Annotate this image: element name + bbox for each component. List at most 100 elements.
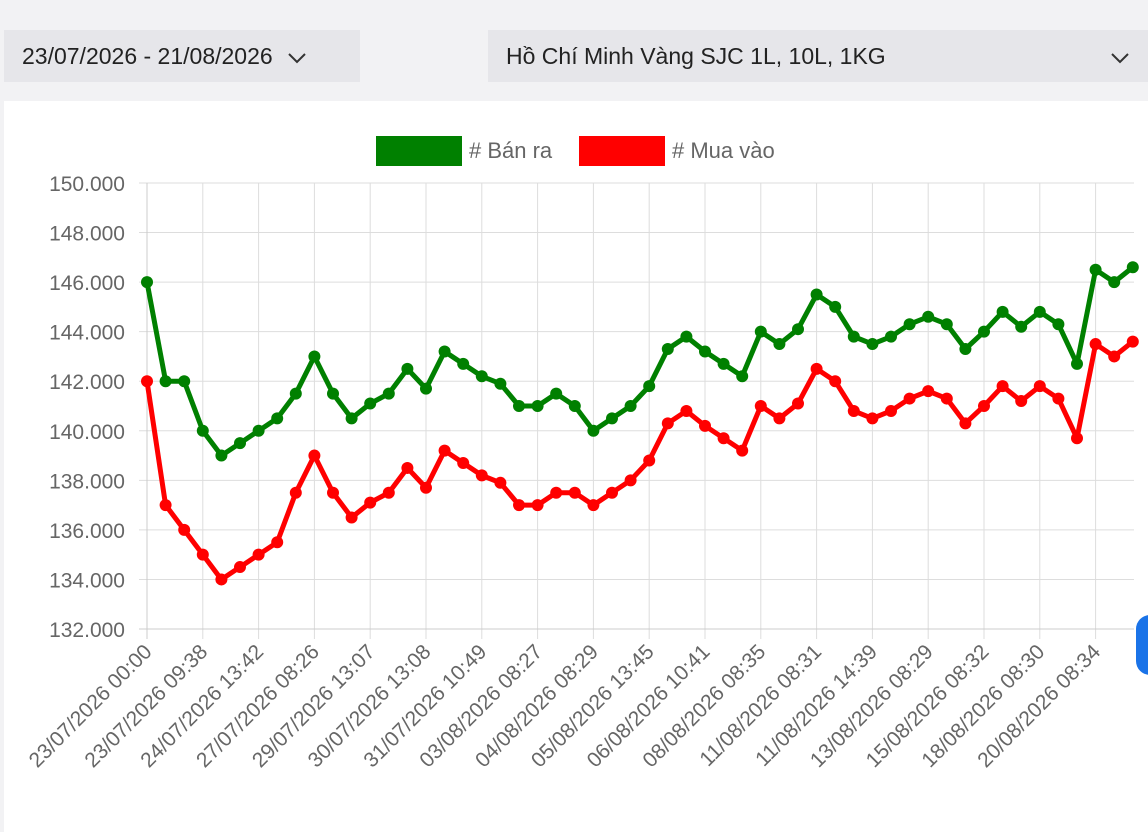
data-point — [940, 392, 953, 405]
data-point — [922, 385, 935, 398]
series-group — [141, 261, 1139, 462]
legend-swatch — [376, 136, 462, 166]
data-point — [643, 380, 656, 393]
data-point — [1052, 318, 1065, 331]
data-point — [736, 444, 749, 457]
chart-card — [4, 101, 1148, 832]
data-point — [550, 486, 563, 499]
data-point — [624, 400, 637, 412]
data-point — [717, 357, 730, 370]
data-point — [457, 357, 470, 370]
data-point — [680, 404, 693, 417]
chart-axes: 132.000 134.000 136.000 138.000 140.000 142.0… — [25, 173, 1134, 772]
chevron-down-icon — [287, 43, 307, 70]
data-point — [141, 276, 153, 289]
data-point — [847, 330, 860, 343]
data-point — [959, 417, 972, 430]
legend-label: # Mua vào — [672, 138, 775, 163]
date-range-select[interactable]: 23/07/2026 - 21/08/2026 — [4, 30, 360, 82]
data-point — [364, 397, 377, 410]
data-point — [699, 419, 711, 432]
data-point — [885, 404, 897, 417]
data-point — [903, 318, 916, 331]
data-point — [550, 387, 563, 400]
data-point — [847, 404, 860, 417]
data-point — [513, 400, 525, 412]
date-range-value: 23/07/2026 - 21/08/2026 — [22, 42, 273, 69]
data-point — [234, 561, 246, 574]
data-point — [568, 400, 581, 412]
data-point — [475, 370, 488, 383]
legend-swatch — [579, 136, 665, 166]
data-point — [252, 424, 265, 437]
data-point — [364, 496, 377, 509]
data-point — [178, 375, 191, 388]
data-point — [792, 323, 804, 336]
data-point — [866, 338, 879, 351]
data-point — [661, 417, 674, 430]
data-point — [289, 387, 302, 400]
data-point — [792, 397, 804, 410]
data-point — [1015, 395, 1028, 408]
data-point — [271, 536, 284, 549]
data-point — [866, 412, 879, 425]
data-point — [215, 573, 228, 586]
data-point — [643, 454, 656, 467]
data-point — [996, 380, 1009, 393]
data-point — [773, 412, 786, 425]
y-tick-label: 142.000 — [49, 371, 125, 394]
data-point — [401, 461, 414, 474]
data-point — [587, 499, 600, 512]
data-point — [420, 382, 432, 395]
data-point — [829, 300, 842, 313]
location-product-select[interactable]: Hồ Chí Minh Vàng SJC 1L, 10L, 1KG — [488, 30, 1148, 82]
data-point — [382, 387, 395, 400]
data-point — [196, 424, 209, 437]
y-tick-label: 132.000 — [49, 619, 125, 642]
y-tick-label: 144.000 — [49, 322, 125, 345]
y-tick-label: 146.000 — [49, 272, 125, 295]
location-product-value: Hồ Chí Minh Vàng SJC 1L, 10L, 1KG — [506, 42, 886, 69]
y-tick-label: 148.000 — [49, 223, 125, 246]
data-point — [141, 375, 153, 388]
data-point — [252, 548, 265, 561]
legend-label: # Bán ra — [469, 138, 553, 163]
data-point — [773, 338, 786, 351]
data-point — [382, 486, 395, 499]
data-point — [661, 343, 674, 356]
data-point — [996, 305, 1009, 318]
data-point — [1089, 263, 1102, 276]
data-point — [308, 449, 321, 462]
y-tick-label: 134.000 — [49, 569, 125, 592]
data-point — [680, 330, 693, 343]
data-point — [1052, 392, 1065, 405]
data-point — [736, 370, 749, 383]
data-point — [215, 449, 228, 462]
data-point — [289, 486, 302, 499]
data-point — [810, 362, 823, 375]
series-line — [144, 265, 1135, 459]
data-point — [159, 499, 172, 512]
data-point — [606, 486, 618, 499]
data-point — [1033, 380, 1046, 393]
data-point — [513, 499, 525, 512]
data-point — [754, 400, 767, 412]
data-point — [568, 486, 581, 499]
data-point — [159, 375, 172, 388]
data-point — [494, 476, 507, 489]
data-point — [1071, 432, 1083, 445]
data-point — [234, 437, 246, 450]
data-point — [1089, 338, 1102, 351]
data-point — [475, 469, 488, 482]
y-tick-label: 150.000 — [49, 173, 125, 196]
data-point — [810, 288, 823, 301]
data-point — [438, 444, 451, 457]
data-point — [1071, 357, 1083, 370]
data-point — [978, 400, 990, 412]
data-point — [1108, 276, 1121, 289]
y-tick-label: 140.000 — [49, 421, 125, 444]
data-point — [178, 523, 191, 536]
floating-side-button[interactable] — [1136, 615, 1148, 675]
series-group — [141, 335, 1139, 586]
